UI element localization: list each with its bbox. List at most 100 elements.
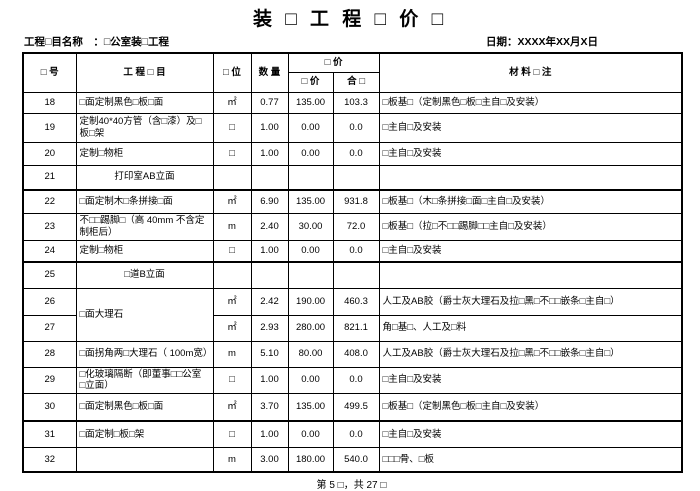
table-row: 27 ㎡ 2.93 280.00 821.1 角□基□、人工及□料	[22, 314, 683, 342]
remark-cell: □板基□（木□条拼接□面□主自□及安装）	[378, 189, 683, 214]
header-remark: 材 料 □ 注	[378, 52, 683, 93]
table-row: 19 定制40*40方管（含□漆）及□板□架 □ 1.00 0.00 0.0 □…	[22, 112, 683, 143]
item-cell: □化玻璃隔断（即董事□□公室 □立面）	[75, 366, 214, 395]
total-cell: 460.3	[332, 287, 380, 316]
unit-price-cell: 0.00	[287, 112, 334, 143]
total-cell: 931.8	[332, 189, 380, 214]
header-unit: □ 位	[212, 52, 252, 93]
row-no: 20	[22, 141, 77, 166]
unit-price-cell	[287, 261, 334, 289]
qty-cell: 2.40	[250, 212, 289, 241]
total-cell: 408.0	[332, 340, 380, 368]
item-cell: □面定制□板□架	[75, 419, 214, 449]
row-no: 26	[22, 287, 77, 316]
table-row: 28 □面拐角两□大理石（ 100m宽） m 5.10 80.00 408.0 …	[22, 340, 683, 368]
total-cell: 0.0	[332, 419, 380, 449]
qty-cell: 1.00	[250, 239, 289, 263]
row-no: 24	[22, 239, 77, 263]
table-row: 23 不□□踢脚□（高 40mm 不含定制柜后） m 2.40 30.00 72…	[22, 212, 683, 241]
qty-cell	[250, 164, 289, 191]
unit-price-cell: 80.00	[287, 340, 334, 368]
section-title-cell: □道B立面	[75, 261, 214, 289]
row-no: 25	[22, 261, 77, 289]
total-cell: 103.3	[332, 91, 380, 114]
unit-price-cell: 280.00	[287, 314, 334, 342]
meta-bar: 工程□目名称 ：□公室装□工程 日期：XXXX年XX月X日	[24, 34, 676, 49]
unit-price-cell	[287, 164, 334, 191]
unit-price-cell: 0.00	[287, 141, 334, 166]
item-cell-merged: □面大理石	[75, 287, 214, 342]
unit-price-cell: 0.00	[287, 239, 334, 263]
table-row: 26 □面大理石 ㎡ 2.42 190.00 460.3 人工及AB胶（爵士灰大…	[22, 287, 683, 342]
remark-cell: 人工及AB胶（爵士灰大理石及拉□黑□不□□嵌条□主自□）	[378, 287, 683, 316]
qty-cell: 5.10	[250, 340, 289, 368]
unit-price-cell: 135.00	[287, 393, 334, 422]
quotation-page: 装 □ 工 程 □ 价 □ 工程□目名称 ：□公室装□工程 日期：XXXX年XX…	[22, 9, 684, 491]
remark-cell: □主自□及安装	[378, 141, 683, 166]
row-no: 21	[22, 164, 77, 191]
row-no: 28	[22, 340, 77, 368]
qty-cell: 0.77	[250, 91, 289, 114]
row-no: 22	[22, 189, 77, 214]
table-row: 22 □面定制木□条拼接□面 ㎡ 6.90 135.00 931.8 □板基□（…	[22, 189, 683, 214]
remark-cell: □主自□及安装	[378, 366, 683, 395]
item-cell: 定制□物柜	[75, 239, 214, 263]
row-no: 29	[22, 366, 77, 395]
qty-cell: 1.00	[250, 141, 289, 166]
total-cell: 0.0	[332, 366, 380, 395]
qty-cell: 1.00	[250, 366, 289, 395]
unit-cell: ㎡	[212, 189, 252, 214]
qty-cell	[250, 261, 289, 289]
unit-cell: m	[212, 212, 252, 241]
date-label: 日期：XXXX年XX月X日	[485, 36, 598, 48]
row-no: 30	[22, 393, 77, 422]
unit-cell: ㎡	[212, 287, 252, 316]
total-cell: 499.5	[332, 393, 380, 422]
unit-cell: □	[212, 419, 252, 449]
total-cell	[332, 164, 380, 191]
section-row: 25 □道B立面	[22, 261, 683, 289]
remark-cell	[378, 261, 683, 289]
unit-cell: □	[212, 366, 252, 395]
qty-cell: 2.42	[250, 287, 289, 316]
remark-cell: □主自□及安装	[378, 112, 683, 143]
header-qty: 数 量	[250, 52, 289, 93]
header-price-group: □ 价	[287, 52, 380, 73]
item-cell: □面定制木□条拼接□面	[75, 189, 214, 214]
qty-cell: 1.00	[250, 112, 289, 143]
unit-cell: ㎡	[212, 91, 252, 114]
table-row: 20 定制□物柜 □ 1.00 0.00 0.0 □主自□及安装	[22, 141, 683, 166]
table-row: 29 □化玻璃隔断（即董事□□公室 □立面） □ 1.00 0.00 0.0 □…	[22, 366, 683, 395]
table-row: 31 □面定制□板□架 □ 1.00 0.00 0.0 □主自□及安装	[22, 419, 683, 449]
page-footer: 第 5 □，共 27 □	[316, 479, 387, 491]
total-cell: 72.0	[332, 212, 380, 241]
remark-cell: □板基□（定制黑色□板□主自□及安装）	[378, 393, 683, 422]
unit-price-cell: 0.00	[287, 366, 334, 395]
total-cell: 0.0	[332, 141, 380, 166]
unit-price-cell: 30.00	[287, 212, 334, 241]
qty-cell: 6.90	[250, 189, 289, 214]
remark-cell: □主自□及安装	[378, 239, 683, 263]
item-cell: □面定制黑色□板□面	[75, 91, 214, 114]
item-cell: □面拐角两□大理石（ 100m宽）	[75, 340, 214, 368]
project-name: 工程□目名称 ：□公室装□工程	[24, 36, 170, 48]
section-row: 21 打印室AB立面	[22, 164, 683, 191]
remark-cell: □主自□及安装	[378, 419, 683, 449]
row-no: 23	[22, 212, 77, 241]
unit-cell: □	[212, 141, 252, 166]
unit-price-cell: 135.00	[287, 189, 334, 214]
remark-cell: 人工及AB胶（爵士灰大理石及拉□黑□不□□嵌条□主自□）	[378, 340, 683, 368]
qty-cell: 1.00	[250, 419, 289, 449]
qty-cell: 3.70	[250, 393, 289, 422]
remark-cell	[378, 164, 683, 191]
unit-cell: m	[212, 340, 252, 368]
unit-cell	[212, 164, 252, 191]
unit-price-cell: 190.00	[287, 287, 334, 316]
item-cell: 不□□踢脚□（高 40mm 不含定制柜后）	[75, 212, 214, 241]
unit-cell: ㎡	[212, 314, 252, 342]
unit-cell	[212, 261, 252, 289]
quotation-table: □ 号 工 程 □ 目 □ 位 数 量 □ 价 材 料 □ 注 □ 价 合 □ …	[22, 52, 684, 473]
section-title-cell: 打印室AB立面	[75, 164, 214, 191]
remark-cell: 角□基□、人工及□料	[378, 314, 683, 342]
header-item: 工 程 □ 目	[75, 52, 214, 93]
